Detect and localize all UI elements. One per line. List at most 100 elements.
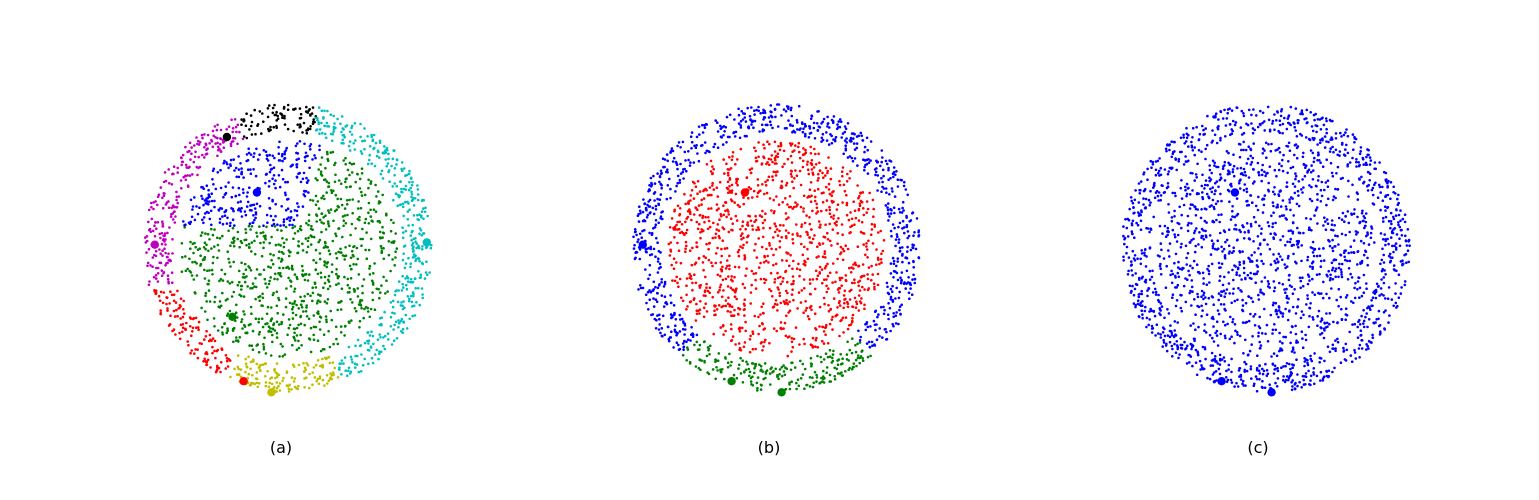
- disk-point: [716, 291, 720, 294]
- ring-point: [402, 214, 406, 218]
- ring-point: [268, 381, 272, 385]
- ring-point: [281, 379, 284, 383]
- disk-point: [1335, 298, 1338, 302]
- disk-point: [1291, 230, 1295, 234]
- disk-point: [210, 227, 213, 231]
- disk-point: [1216, 165, 1220, 169]
- ring-point: [700, 144, 703, 147]
- disk-point: [775, 329, 778, 333]
- disk-point: [268, 207, 272, 210]
- disk-point: [249, 287, 252, 290]
- disk-point: [302, 193, 306, 196]
- disk-point: [1251, 182, 1255, 185]
- ring-point: [891, 300, 895, 303]
- ring-point: [156, 195, 160, 199]
- ring-point: [703, 361, 706, 364]
- disk-point: [711, 295, 714, 299]
- disk-point: [205, 300, 208, 303]
- disk-point: [189, 240, 192, 244]
- disk-point: [727, 230, 731, 234]
- ring-point: [147, 220, 150, 224]
- disk-point: [712, 332, 715, 336]
- ring-point: [157, 294, 161, 298]
- disk-point: [811, 237, 815, 241]
- disk-point: [765, 162, 768, 166]
- disk-point: [691, 281, 694, 285]
- disk-point: [320, 174, 324, 177]
- ring-point: [854, 358, 858, 362]
- disk-point: [311, 291, 315, 295]
- disk-point: [1259, 232, 1263, 235]
- disk-point: [1238, 228, 1241, 232]
- disk-point: [1263, 238, 1266, 242]
- disk-point: [1336, 234, 1339, 238]
- disk-point: [840, 223, 844, 226]
- disk-point: [270, 235, 273, 239]
- disk-point: [843, 298, 846, 301]
- ring-point: [359, 122, 362, 126]
- ring-point: [198, 342, 202, 345]
- disk-point: [1350, 251, 1353, 254]
- disk-point: [1316, 222, 1319, 225]
- disk-point: [1221, 167, 1225, 170]
- ring-point: [371, 139, 375, 143]
- ring-point: [716, 369, 719, 372]
- disk-point: [369, 237, 373, 241]
- disk-point: [734, 214, 738, 218]
- disk-point: [308, 166, 311, 170]
- disk-point: [848, 298, 852, 301]
- ring-point: [266, 107, 270, 110]
- disk-point: [879, 229, 882, 233]
- disk-point: [742, 236, 745, 240]
- ring-point: [649, 245, 653, 249]
- ring-point: [219, 370, 222, 374]
- ring-point: [833, 366, 836, 370]
- ring-point: [159, 236, 162, 240]
- disk-point: [373, 308, 377, 312]
- disk-point: [284, 208, 288, 212]
- ring-point: [898, 246, 902, 250]
- disk-point: [327, 224, 331, 228]
- ring-point: [826, 122, 830, 125]
- disk-point: [772, 253, 775, 257]
- disk-point: [334, 325, 338, 329]
- disk-point: [268, 279, 272, 283]
- ring-point: [155, 266, 158, 270]
- ring-point: [402, 167, 406, 170]
- disk-point: [777, 145, 780, 148]
- disk-point: [753, 249, 756, 252]
- ring-point: [240, 118, 243, 121]
- ring-point: [400, 301, 403, 304]
- disk-point: [799, 183, 803, 187]
- disk-point: [863, 288, 866, 291]
- disk-point: [1254, 220, 1257, 224]
- ring-point: [885, 338, 888, 341]
- ring-point: [249, 383, 253, 387]
- ring-point: [881, 168, 885, 172]
- disk-point: [284, 297, 288, 300]
- disk-point: [339, 182, 343, 185]
- ring-point: [826, 355, 830, 359]
- ring-point: [852, 142, 856, 145]
- disk-point: [790, 142, 794, 146]
- disk-point: [337, 227, 341, 230]
- ring-point: [698, 348, 701, 351]
- disk-point: [1297, 194, 1300, 197]
- disk-point: [1306, 282, 1310, 286]
- disk-point: [805, 306, 808, 310]
- ring-point: [877, 313, 880, 316]
- ring-point: [172, 309, 176, 313]
- disk-point: [288, 251, 292, 254]
- ring-point: [722, 125, 726, 128]
- disk-point: [1205, 313, 1209, 317]
- disk-point: [1345, 314, 1349, 317]
- ring-point: [354, 366, 357, 369]
- disk-point: [1273, 232, 1276, 235]
- disk-point: [1264, 332, 1267, 336]
- disk-point: [1373, 241, 1376, 244]
- ring-point: [906, 236, 909, 240]
- ring-point: [267, 385, 271, 389]
- ring-point: [833, 139, 837, 143]
- ring-point: [677, 343, 680, 347]
- disk-point: [770, 247, 773, 251]
